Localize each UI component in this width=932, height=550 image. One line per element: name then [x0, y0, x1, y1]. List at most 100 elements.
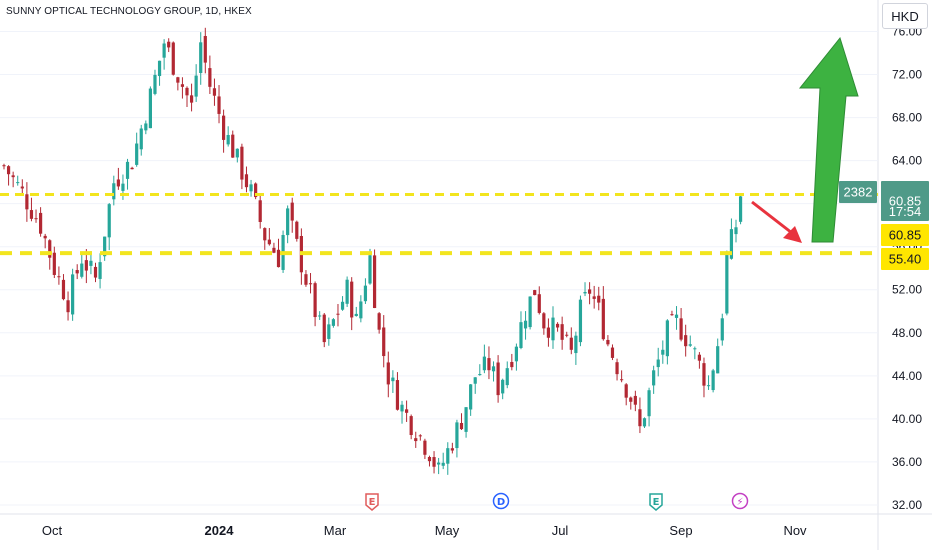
- candle-body: [459, 422, 464, 430]
- candle-body: [25, 194, 29, 210]
- level-tag-lower-bg: [881, 248, 929, 270]
- candle-body: [533, 290, 537, 296]
- candle-body: [244, 174, 249, 188]
- candle-body: [263, 228, 267, 241]
- candle-body: [446, 448, 450, 464]
- candle-body: [464, 407, 468, 432]
- candle-body: [135, 143, 139, 165]
- candle-body: [592, 296, 596, 299]
- candle-body: [71, 274, 75, 315]
- candle-body: [286, 208, 290, 236]
- event-marker-label: D: [497, 497, 505, 508]
- candle-body: [208, 68, 212, 87]
- candle-body: [455, 422, 459, 449]
- candle-body: [313, 283, 317, 318]
- event-marker-label: E: [653, 497, 660, 508]
- candle-body: [322, 314, 326, 343]
- candle-body: [555, 323, 560, 328]
- candle-body: [679, 318, 683, 340]
- x-tick-label: Sep: [669, 523, 692, 538]
- x-tick-label: Mar: [324, 523, 347, 538]
- candle-body: [48, 240, 52, 258]
- candle-body: [405, 409, 409, 413]
- event-marker-shape: [649, 493, 663, 511]
- x-tick-label: Jul: [552, 523, 569, 538]
- candle-body: [103, 236, 107, 257]
- candle-body: [382, 327, 386, 357]
- red-arrow-shaft: [751, 200, 793, 235]
- event-markers[interactable]: E D E ⚡: [365, 492, 749, 511]
- candle-body: [597, 295, 601, 303]
- time-axis[interactable]: Oct 2024 Mar May Jul Sep Nov: [42, 523, 807, 538]
- candle-body: [377, 313, 381, 330]
- candle-body: [702, 363, 706, 386]
- candle-body: [560, 324, 564, 340]
- candle-body: [642, 418, 647, 427]
- candle-body: [258, 200, 262, 222]
- event-marker-shape: [365, 493, 379, 511]
- candle-body: [574, 335, 578, 354]
- candle-body: [254, 183, 258, 198]
- candle-body: [139, 128, 143, 150]
- candle-body: [395, 380, 400, 410]
- candle-body: [652, 370, 656, 386]
- candle-body: [514, 346, 518, 362]
- candle-body: [125, 161, 130, 179]
- candle-body: [670, 314, 674, 316]
- candle-body: [738, 196, 743, 222]
- price-axis[interactable]: 32.0036.0040.0044.0048.0052.0056.0060.00…: [839, 25, 929, 512]
- candle-body: [400, 404, 404, 412]
- candle-body: [588, 289, 592, 294]
- candle-body: [61, 279, 66, 300]
- candle-body: [43, 235, 47, 239]
- candle-body: [450, 448, 454, 451]
- candle-body: [2, 165, 6, 167]
- candle-body: [267, 239, 271, 245]
- candle-body: [569, 337, 573, 350]
- candle-body: [144, 123, 148, 131]
- candle-body: [729, 229, 734, 259]
- candle-body: [491, 366, 496, 372]
- event-marker-shape: [731, 492, 749, 510]
- candle-body: [427, 456, 432, 462]
- currency-button[interactable]: HKD: [882, 3, 928, 29]
- candle-body: [295, 221, 299, 239]
- candle-body: [551, 317, 555, 341]
- candle-body: [116, 179, 120, 187]
- green-arrow: [798, 36, 859, 243]
- candle-body: [478, 374, 482, 376]
- candle-body: [706, 385, 711, 387]
- candle-body: [501, 379, 505, 394]
- event-marker-label: ⚡: [736, 497, 743, 508]
- candle-body: [185, 87, 189, 96]
- last-price-tag-bg: [881, 181, 929, 221]
- y-tick-label: 48.00: [892, 326, 922, 340]
- event-marker-label: E: [369, 497, 376, 508]
- red-arrow-head: [783, 226, 802, 243]
- level-lines: [0, 193, 878, 256]
- candle-body: [107, 204, 111, 238]
- level-tag-upper: 60.85: [889, 228, 922, 243]
- candle-body: [510, 361, 514, 368]
- candle-body: [52, 252, 56, 275]
- last-price-tag: 60.85: [889, 194, 922, 209]
- candle-body: [583, 292, 587, 294]
- x-tick-label: Nov: [783, 523, 807, 538]
- candle-body: [217, 96, 221, 114]
- candle-body: [112, 183, 116, 200]
- candle-body: [203, 35, 207, 63]
- candle-body: [615, 362, 619, 375]
- y-tick-label: 40.00: [892, 412, 922, 426]
- candle-body: [180, 84, 185, 87]
- candle-body: [418, 435, 422, 437]
- candle-body: [578, 299, 583, 343]
- candle-body: [528, 296, 532, 328]
- candle-body: [432, 457, 436, 467]
- candle-body: [57, 276, 61, 278]
- candle-body: [688, 344, 692, 346]
- candle-body: [276, 249, 281, 268]
- candle-body: [240, 146, 244, 180]
- candle-body: [601, 298, 605, 340]
- y-tick-label: 64.00: [892, 154, 922, 168]
